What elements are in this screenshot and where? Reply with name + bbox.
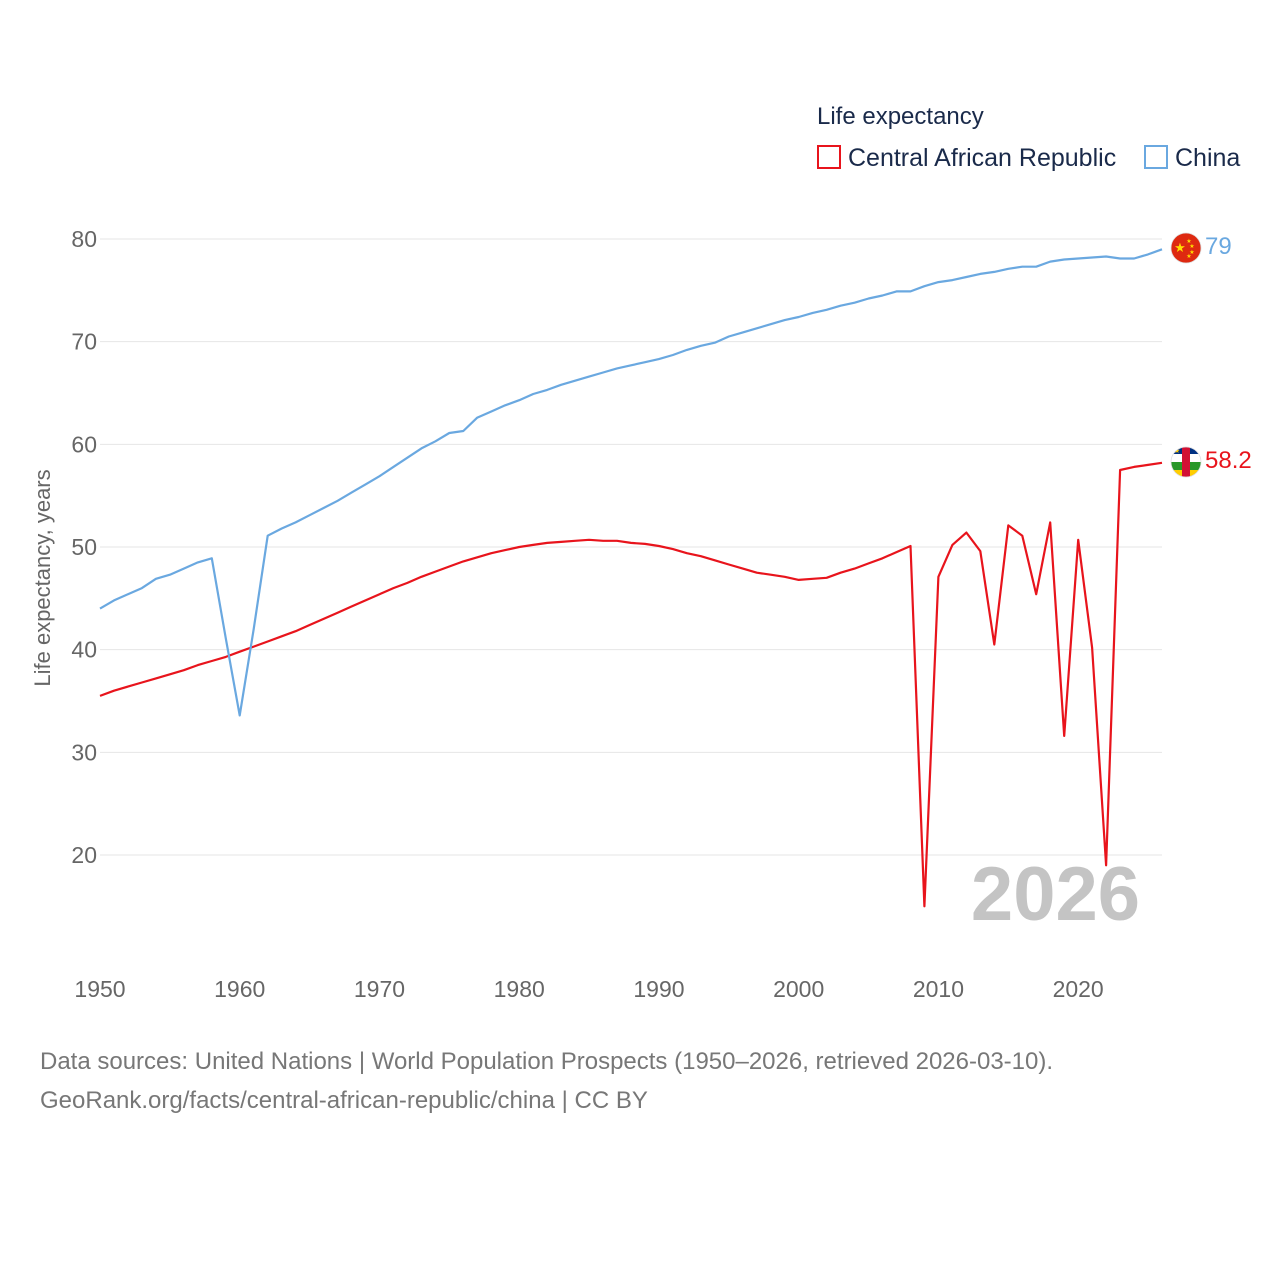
x-tick-label: 2020 bbox=[1053, 976, 1104, 1002]
x-tick-label: 1980 bbox=[494, 976, 545, 1002]
legend-label-central-african-republic[interactable]: Central African Republic bbox=[848, 144, 1116, 172]
x-tick-label: 1990 bbox=[633, 976, 684, 1002]
legend-swatch-china[interactable] bbox=[1144, 145, 1168, 169]
x-tick-label: 1960 bbox=[214, 976, 265, 1002]
svg-text:★: ★ bbox=[1186, 238, 1191, 245]
svg-text:★: ★ bbox=[1186, 253, 1191, 260]
series-lines bbox=[99, 248, 1163, 908]
y-tick-label: 50 bbox=[71, 534, 97, 560]
x-tick-label: 2000 bbox=[773, 976, 824, 1002]
y-tick-label: 20 bbox=[71, 842, 97, 868]
x-tick-label: 1970 bbox=[354, 976, 405, 1002]
legend: Life expectancy Central African Republic… bbox=[817, 103, 1240, 172]
y-axis-title: Life expectancy, years bbox=[30, 469, 55, 686]
current-year-label: 2026 bbox=[971, 852, 1140, 937]
svg-text:★: ★ bbox=[1174, 447, 1180, 455]
y-tick-label: 30 bbox=[71, 739, 97, 765]
x-axis-ticks: 1950 1960 1970 1980 1990 2000 2010 2020 bbox=[74, 976, 1103, 1002]
x-tick-label: 2010 bbox=[913, 976, 964, 1002]
end-label-central-african-republic: 58.2 bbox=[1205, 447, 1252, 474]
source-url-line[interactable]: GeoRank.org/facts/central-african-republ… bbox=[40, 1087, 648, 1114]
svg-text:★: ★ bbox=[1189, 249, 1194, 256]
y-tick-label: 80 bbox=[71, 226, 97, 252]
data-source-footer: Data sources: United Nations | World Pop… bbox=[40, 1042, 1240, 1120]
end-label-china: 79 bbox=[1205, 233, 1232, 260]
y-axis-ticks: 20 30 40 50 60 70 80 bbox=[71, 226, 97, 868]
x-tick-label: 1950 bbox=[74, 976, 125, 1002]
svg-text:★: ★ bbox=[1174, 241, 1186, 256]
source-line: Data sources: United Nations | World Pop… bbox=[40, 1048, 1054, 1075]
series-line-china[interactable] bbox=[99, 248, 1163, 717]
legend-label-china[interactable]: China bbox=[1175, 144, 1240, 172]
y-tick-label: 70 bbox=[71, 329, 97, 355]
china-flag-icon: ★ ★ ★ ★ ★ bbox=[1170, 232, 1202, 264]
y-tick-label: 40 bbox=[71, 637, 97, 663]
grid-lines bbox=[100, 238, 1162, 856]
legend-swatch-central-african-republic[interactable] bbox=[817, 145, 841, 169]
y-tick-label: 60 bbox=[71, 431, 97, 457]
series-line-central-african-republic[interactable] bbox=[99, 461, 1163, 908]
legend-title: Life expectancy bbox=[817, 103, 984, 130]
svg-text:★: ★ bbox=[1189, 243, 1194, 250]
central-african-republic-flag-icon: ★ bbox=[1170, 446, 1202, 478]
